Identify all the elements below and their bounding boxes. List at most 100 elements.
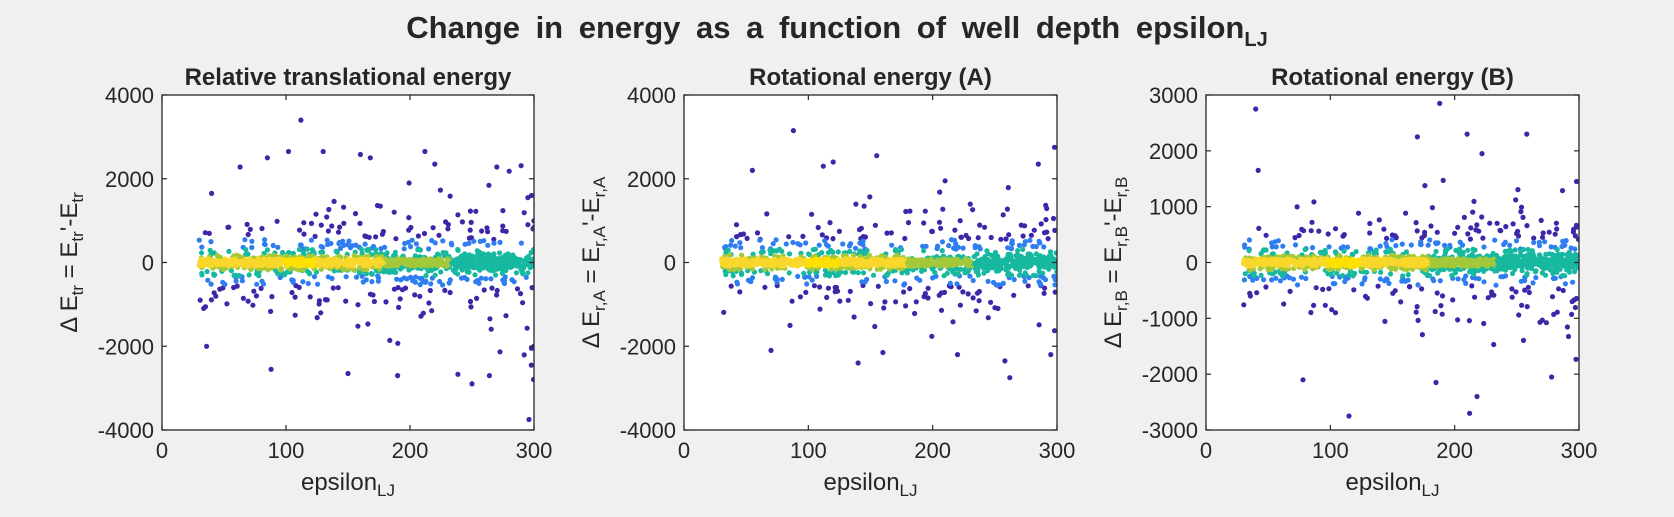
- scatter-point: [1036, 279, 1042, 285]
- scatter-point: [975, 235, 981, 241]
- scatter-point: [1524, 131, 1530, 137]
- scatter-point: [243, 247, 249, 253]
- scatter-point: [1467, 410, 1473, 416]
- scatter-point: [1428, 223, 1434, 229]
- scatter-point: [1459, 242, 1466, 248]
- scatter-point: [844, 260, 851, 266]
- scatter-point: [1565, 259, 1571, 265]
- scatter-point: [1362, 259, 1368, 265]
- scatter-point: [509, 277, 515, 283]
- scatter-point: [873, 260, 880, 266]
- y-tick-label: 0: [142, 251, 154, 276]
- scatter-point: [770, 241, 776, 247]
- scatter-point: [242, 237, 248, 243]
- scatter-point: [853, 201, 859, 207]
- scatter-point: [530, 226, 534, 232]
- scatter-point: [1405, 272, 1411, 278]
- scatter-point: [1533, 275, 1539, 281]
- scatter-point: [397, 296, 403, 302]
- scatter-point: [1247, 290, 1253, 296]
- x-axis-label-sub: LJ: [377, 481, 395, 500]
- x-axis-label-main: epsilon: [1345, 469, 1421, 496]
- scatter-point: [942, 178, 948, 184]
- scatter-point: [1435, 259, 1441, 265]
- scatter-point: [331, 260, 337, 266]
- scatter-point: [1538, 217, 1544, 223]
- scatter-point: [881, 260, 887, 266]
- scatter-point: [914, 275, 920, 281]
- x-axis-label: epsilonLJ: [823, 469, 917, 500]
- scatter-point: [1342, 278, 1348, 285]
- scatter-point: [1471, 198, 1477, 204]
- scatter-point: [1518, 209, 1524, 215]
- scatter-points: [719, 128, 1057, 381]
- scatter-point: [954, 281, 960, 287]
- scatter-point: [1564, 324, 1570, 330]
- scatter-point: [1044, 205, 1050, 212]
- scatter-point: [478, 275, 484, 281]
- figure-title-sub: LJ: [1244, 29, 1267, 51]
- scatter-point: [486, 182, 492, 188]
- y-axis-label: Δ Er,A = Er,A'-Er,A: [578, 176, 609, 348]
- scatter-point: [1543, 320, 1549, 326]
- scatter-point: [727, 252, 733, 258]
- scatter-point: [912, 310, 918, 317]
- scatter-point: [1433, 379, 1439, 386]
- scatter-point: [834, 259, 840, 265]
- scatter-point: [1539, 270, 1545, 276]
- scatter-point: [1367, 220, 1373, 227]
- scatter-point: [787, 322, 793, 328]
- scatter-point: [913, 299, 919, 305]
- scatter-point: [1242, 271, 1248, 277]
- scatter-point: [1573, 178, 1579, 185]
- scatter-point: [1036, 322, 1042, 328]
- scatter-point: [1438, 303, 1444, 309]
- scatter-point: [296, 246, 302, 253]
- scatter-point: [1405, 277, 1411, 283]
- scatter-point: [1434, 290, 1440, 296]
- scatter-point: [204, 343, 210, 349]
- scatter-point: [1025, 283, 1031, 289]
- scatter-point: [773, 237, 779, 243]
- scatter-point: [1403, 210, 1409, 216]
- scatter-point: [1429, 205, 1435, 211]
- scatter-point: [1006, 232, 1012, 238]
- scatter-point: [455, 247, 461, 253]
- scatter-point: [313, 211, 319, 217]
- scatter-point: [1424, 259, 1430, 265]
- scatter-point: [497, 239, 503, 245]
- scatter-point: [1292, 242, 1299, 248]
- scatter-point: [1465, 247, 1471, 253]
- scatter-point: [1464, 131, 1470, 137]
- scatter-point: [395, 285, 401, 291]
- y-axis-label-part: -: [56, 219, 83, 227]
- scatter-point: [1467, 259, 1473, 265]
- scatter-point: [377, 259, 383, 265]
- scatter-point: [1474, 393, 1480, 400]
- scatter-point: [408, 244, 414, 250]
- scatter-point: [1005, 185, 1011, 191]
- scatter-point: [273, 268, 279, 274]
- scatter-point: [1476, 228, 1482, 234]
- scatter-point: [1479, 265, 1486, 271]
- scatter-point: [1419, 235, 1425, 241]
- scatter-point: [423, 278, 429, 284]
- scatter-point: [1472, 247, 1478, 253]
- scatter-point: [1294, 204, 1300, 210]
- scatter-point: [280, 249, 286, 256]
- scatter-point: [430, 225, 436, 231]
- scatter-point: [1562, 281, 1568, 287]
- scatter-point: [1047, 249, 1054, 255]
- scatter-point: [1485, 260, 1492, 266]
- scatter-point: [1311, 302, 1317, 308]
- scatter-point: [345, 370, 351, 377]
- scatter-point: [292, 294, 298, 300]
- scatter-point: [455, 371, 461, 377]
- scatter-point: [240, 295, 246, 301]
- scatter-point: [957, 266, 964, 272]
- scatter-point: [471, 238, 477, 244]
- scatter-point: [1531, 235, 1537, 241]
- scatter-point: [1277, 278, 1283, 284]
- scatter-point: [341, 220, 347, 226]
- scatter-point: [906, 259, 912, 266]
